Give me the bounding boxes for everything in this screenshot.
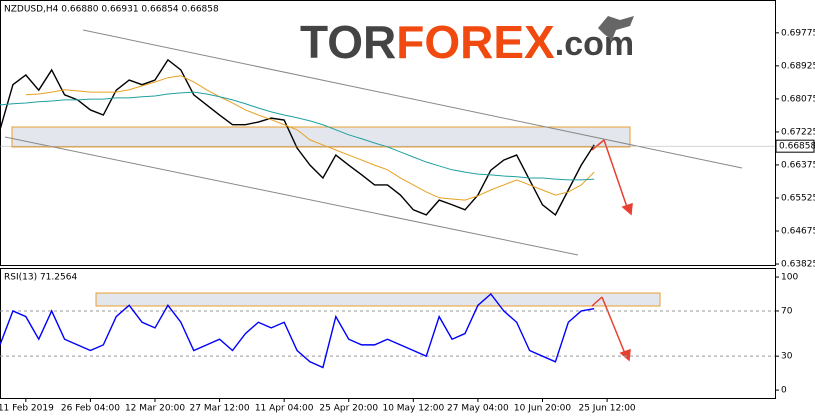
y-tick-label: 100: [781, 273, 798, 283]
x-tick-label: 26 Feb 04:00: [61, 404, 120, 414]
watermark-part: FOREX: [396, 16, 555, 68]
channel-line: [82, 29, 743, 169]
y-tick-label: 0.68925: [781, 61, 815, 71]
y-tick-label: 0.63825: [781, 260, 815, 270]
y-tick-label: 0.67225: [781, 127, 815, 137]
rsi-panel: [0, 268, 776, 399]
watermark: TORFOREX.com: [300, 16, 634, 68]
y-tick-label: 30: [781, 352, 793, 362]
bull-icon: [598, 16, 634, 40]
watermark-part: TOR: [300, 16, 396, 68]
series-line: [0, 91, 595, 181]
y-tick-label: 0.65525: [781, 193, 815, 203]
y-tick-label: 0.69775: [781, 28, 815, 38]
series-line: [25, 75, 595, 201]
x-tick-label: 27 Mar 12:00: [190, 404, 250, 414]
series-line: [0, 292, 595, 369]
x-tick-label: 25 Apr 20:00: [319, 404, 378, 414]
y-tick-label: 70: [781, 306, 793, 316]
y-tick-label: 0.68075: [781, 94, 815, 104]
chart-title: NZDUSD,H4 0.66880 0.66931 0.66854 0.6685…: [4, 5, 219, 15]
x-tick-label: 10 May 12:00: [382, 404, 444, 414]
arrows: [591, 139, 633, 362]
rsi-zone: [95, 292, 661, 307]
watermark-part: .com: [555, 25, 634, 63]
y-tick-label: 0.64675: [781, 227, 815, 237]
resistance-zone: [11, 126, 631, 148]
x-tick-label: 27 May 04:00: [447, 404, 509, 414]
y-tick-label: 0: [781, 386, 787, 396]
x-tick-label: 10 Jun 20:00: [514, 404, 571, 414]
x-tick-label: 12 Mar 20:00: [125, 404, 185, 414]
rsi-title: RSI(13) 71.2564: [4, 273, 77, 283]
series-line: [0, 58, 595, 216]
x-tick-label: 25 Jun 12:00: [578, 404, 635, 414]
y-tick-label: 0.66375: [781, 160, 815, 170]
x-tick-label: 11 Apr 04:00: [255, 404, 314, 414]
x-tick-label: 11 Feb 2019: [0, 404, 54, 414]
channel-line: [4, 136, 579, 256]
price-box: [775, 139, 815, 153]
price-label: 0.66858: [779, 142, 815, 152]
